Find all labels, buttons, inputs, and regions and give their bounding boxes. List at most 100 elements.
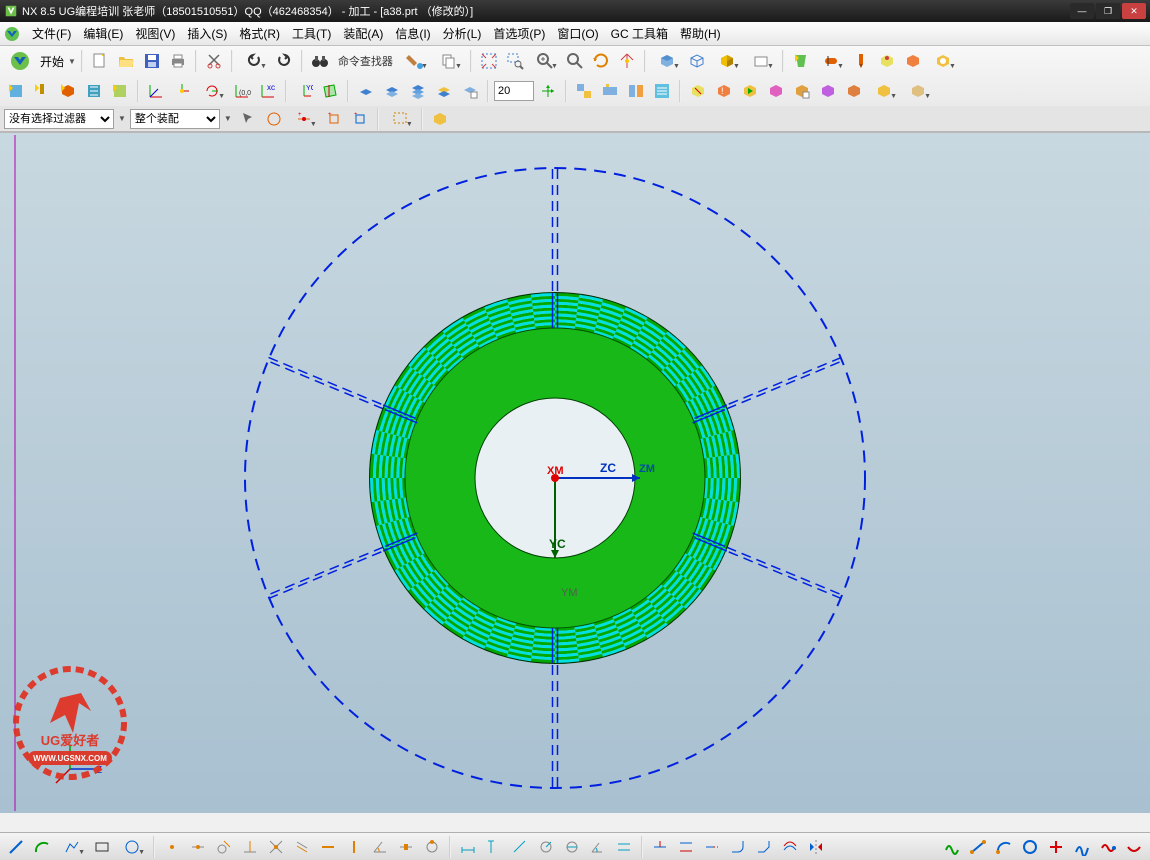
- mill-op2-button[interactable]: ▼: [815, 49, 847, 73]
- bt-sk1[interactable]: [940, 835, 964, 859]
- wcs-rotate-button[interactable]: ▼: [196, 79, 228, 103]
- plane-button[interactable]: [318, 79, 342, 103]
- bt-sk7[interactable]: [1096, 835, 1120, 859]
- clsf-button[interactable]: [790, 79, 814, 103]
- menu-format[interactable]: 格式(R): [233, 23, 286, 44]
- wireframe-button[interactable]: [685, 49, 709, 73]
- method-view-button[interactable]: [650, 79, 674, 103]
- operation-button[interactable]: [108, 79, 132, 103]
- bt-fillet[interactable]: [726, 835, 750, 859]
- menu-insert[interactable]: 插入(S): [181, 23, 233, 44]
- sim-button[interactable]: [738, 79, 762, 103]
- filter-btn1[interactable]: [236, 107, 260, 131]
- mill-op1-button[interactable]: [789, 49, 813, 73]
- undo-button[interactable]: ▼: [238, 49, 270, 73]
- bt-sk6[interactable]: [1070, 835, 1094, 859]
- shop-doc-button[interactable]: [816, 79, 840, 103]
- selrect-button[interactable]: ▼: [384, 107, 416, 131]
- fit-button[interactable]: [477, 49, 501, 73]
- nc2-button[interactable]: ▼: [868, 79, 900, 103]
- bt-dim6[interactable]: [586, 835, 610, 859]
- redo-button[interactable]: [272, 49, 296, 73]
- bt-trim1[interactable]: [648, 835, 672, 859]
- bt-dim5[interactable]: [560, 835, 584, 859]
- menu-assembly[interactable]: 装配(A): [337, 23, 389, 44]
- zoom-window-button[interactable]: [503, 49, 527, 73]
- prog-view-button[interactable]: [624, 79, 648, 103]
- bt-dim7[interactable]: [612, 835, 636, 859]
- bt-angle[interactable]: [368, 835, 392, 859]
- bt-sk3[interactable]: [992, 835, 1016, 859]
- box-button[interactable]: ▼: [745, 49, 777, 73]
- post-button[interactable]: [764, 79, 788, 103]
- bt-horiz[interactable]: [316, 835, 340, 859]
- filter-btn2[interactable]: [262, 107, 286, 131]
- bt-extend[interactable]: [700, 835, 724, 859]
- pan-button[interactable]: [563, 49, 587, 73]
- geometry-button[interactable]: [56, 79, 80, 103]
- filter-btn5[interactable]: +: [348, 107, 372, 131]
- bt-pt1[interactable]: [160, 835, 184, 859]
- bt-dim4[interactable]: [534, 835, 558, 859]
- drill-button[interactable]: [849, 49, 873, 73]
- nc3-button[interactable]: ▼: [902, 79, 934, 103]
- bt-arc[interactable]: [30, 835, 54, 859]
- bt-line[interactable]: [4, 835, 28, 859]
- menu-tools[interactable]: 工具(T): [286, 23, 337, 44]
- verify-button[interactable]: [686, 79, 710, 103]
- cut-button[interactable]: [202, 49, 226, 73]
- bt-mirror[interactable]: [804, 835, 828, 859]
- nc-button[interactable]: [842, 79, 866, 103]
- menu-view[interactable]: 视图(V): [129, 23, 181, 44]
- bt-par[interactable]: [290, 835, 314, 859]
- quickpick-button[interactable]: [428, 107, 452, 131]
- menu-prefs[interactable]: 首选项(P): [487, 23, 551, 44]
- binoculars-button[interactable]: [308, 49, 332, 73]
- filter-btn3[interactable]: +▼: [288, 107, 320, 131]
- bt-chamfer[interactable]: [752, 835, 776, 859]
- bt-circle[interactable]: ▼: [116, 835, 148, 859]
- selection-filter[interactable]: 没有选择过滤器: [4, 109, 114, 129]
- menu-analysis[interactable]: 分析(L): [437, 23, 488, 44]
- bt-tan[interactable]: [212, 835, 236, 859]
- perspective-button[interactable]: [615, 49, 639, 73]
- bt-pt2[interactable]: [186, 835, 210, 859]
- mill-op4-button[interactable]: [901, 49, 925, 73]
- new-button[interactable]: [88, 49, 112, 73]
- bt-int[interactable]: [264, 835, 288, 859]
- viewport[interactable]: ZCZMYCYMXMZ UG爱好者 WWW.UGSNX.COM: [0, 133, 1150, 813]
- start-button[interactable]: [4, 49, 36, 73]
- bt-dim1[interactable]: [456, 835, 480, 859]
- minimize-button[interactable]: ―: [1070, 3, 1094, 19]
- layer-move-button[interactable]: [406, 79, 430, 103]
- save-button[interactable]: [140, 49, 164, 73]
- bt-perp[interactable]: [238, 835, 262, 859]
- menu-window[interactable]: 窗口(O): [551, 23, 604, 44]
- bt-dim2[interactable]: [482, 835, 506, 859]
- wcs-save-button[interactable]: xc: [256, 79, 280, 103]
- machine-view-button[interactable]: [598, 79, 622, 103]
- bt-rect[interactable]: [90, 835, 114, 859]
- bt-dim3[interactable]: [508, 835, 532, 859]
- rotate-button[interactable]: [589, 49, 613, 73]
- csys-button[interactable]: YC: [292, 79, 316, 103]
- program-button[interactable]: [4, 79, 28, 103]
- layer-cat-button[interactable]: [458, 79, 482, 103]
- geom-view-button[interactable]: [572, 79, 596, 103]
- close-button[interactable]: ✕: [1122, 3, 1146, 19]
- layer-input[interactable]: [494, 81, 534, 101]
- zoom-button[interactable]: ▼: [529, 49, 561, 73]
- assembly-filter[interactable]: 整个装配: [130, 109, 220, 129]
- menu-gctoolbox[interactable]: GC 工具箱: [605, 23, 674, 44]
- cube-button[interactable]: ▼: [711, 49, 743, 73]
- bt-trim2[interactable]: [674, 835, 698, 859]
- menu-edit[interactable]: 编辑(E): [77, 23, 129, 44]
- bt-coinc[interactable]: [420, 835, 444, 859]
- layer-set-button[interactable]: [380, 79, 404, 103]
- bt-sk2[interactable]: [966, 835, 990, 859]
- wcs-dynamic-button[interactable]: [170, 79, 194, 103]
- layer-vis-button[interactable]: [354, 79, 378, 103]
- menu-info[interactable]: 信息(I): [389, 23, 436, 44]
- bt-profile[interactable]: ▼: [56, 835, 88, 859]
- layer-copy-button[interactable]: [432, 79, 456, 103]
